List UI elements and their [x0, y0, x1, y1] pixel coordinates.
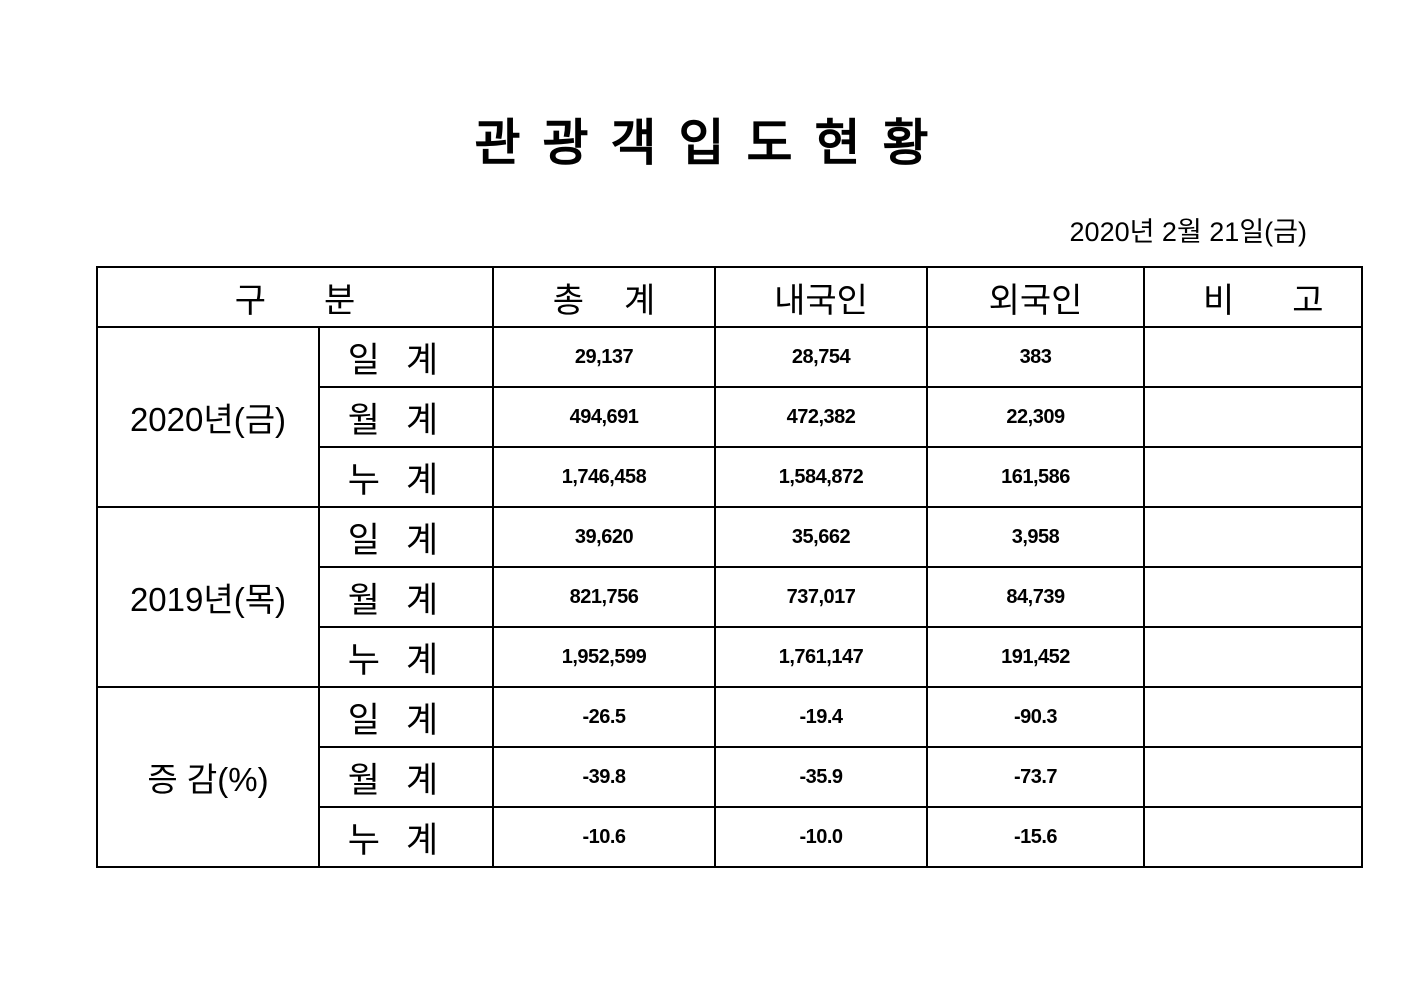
header-total: 총계	[492, 266, 716, 328]
cell-total: 1,952,599	[492, 626, 716, 688]
cell-foreign: 84,739	[926, 566, 1145, 628]
cell-foreign: 22,309	[926, 386, 1145, 448]
table-row: 누계 1,952,599 1,761,147 191,452	[97, 626, 1363, 688]
group-label-change: 증 감(%)	[96, 686, 320, 868]
cell-remarks	[1143, 566, 1363, 628]
cell-domestic: 1,761,147	[714, 626, 928, 688]
row-label: 누계	[318, 626, 494, 688]
cell-total: 494,691	[492, 386, 716, 448]
group-label-2020: 2020년(금)	[96, 326, 320, 508]
header-foreign: 외국인	[926, 266, 1145, 328]
table-row: 월계 -39.8 -35.9 -73.7	[97, 746, 1363, 808]
document-title: 관광객입도현황	[474, 114, 951, 172]
row-label: 누계	[318, 446, 494, 508]
cell-remarks	[1143, 326, 1363, 388]
cell-foreign: 161,586	[926, 446, 1145, 508]
cell-remarks	[1143, 806, 1363, 868]
cell-foreign: -15.6	[926, 806, 1145, 868]
cell-domestic: 472,382	[714, 386, 928, 448]
cell-total: -10.6	[492, 806, 716, 868]
cell-remarks	[1143, 386, 1363, 448]
cell-foreign: 383	[926, 326, 1145, 388]
group-label-2019: 2019년(목)	[96, 506, 320, 688]
cell-foreign: -73.7	[926, 746, 1145, 808]
cell-total: 821,756	[492, 566, 716, 628]
cell-foreign: -90.3	[926, 686, 1145, 748]
table-row: 2020년(금) 일계 29,137 28,754 383	[96, 326, 1363, 508]
header-domestic: 내국인	[714, 266, 928, 328]
cell-domestic: -35.9	[714, 746, 928, 808]
row-label: 일계	[318, 326, 494, 388]
cell-domestic: 737,017	[714, 566, 928, 628]
table-row: 누계 -10.6 -10.0 -15.6	[97, 806, 1363, 868]
cell-total: 39,620	[492, 506, 716, 568]
row-label: 월계	[318, 566, 494, 628]
row-label: 일계	[318, 686, 494, 748]
header-remarks: 비고	[1143, 266, 1363, 328]
cell-remarks	[1143, 746, 1363, 808]
cell-domestic: -10.0	[714, 806, 928, 868]
cell-total: -39.8	[492, 746, 716, 808]
cell-domestic: 28,754	[714, 326, 928, 388]
table-row: 2019년(목) 일계 39,620 35,662 3,958	[96, 506, 1363, 688]
cell-foreign: 3,958	[926, 506, 1145, 568]
cell-total: -26.5	[492, 686, 716, 748]
row-label: 누계	[318, 806, 494, 868]
cell-domestic: 35,662	[714, 506, 928, 568]
cell-remarks	[1143, 446, 1363, 508]
cell-foreign: 191,452	[926, 626, 1145, 688]
cell-remarks	[1143, 686, 1363, 748]
row-label: 일계	[318, 506, 494, 568]
table-row: 월계 494,691 472,382 22,309	[97, 386, 1363, 448]
header-category: 구분	[96, 266, 494, 328]
table-row: 누계 1,746,458 1,584,872 161,586	[97, 446, 1363, 508]
row-label: 월계	[318, 746, 494, 808]
cell-remarks	[1143, 506, 1363, 568]
header-row: 구분 총계 내국인 외국인 비고	[96, 266, 1363, 328]
cell-remarks	[1143, 626, 1363, 688]
cell-domestic: -19.4	[714, 686, 928, 748]
table-row: 증 감(%) 일계 -26.5 -19.4 -90.3	[96, 686, 1363, 868]
tourist-arrivals-table: 구분 총계 내국인 외국인 비고 2020년(금) 일계 29,137 28,7…	[96, 266, 1363, 868]
row-label: 월계	[318, 386, 494, 448]
cell-total: 1,746,458	[492, 446, 716, 508]
cell-domestic: 1,584,872	[714, 446, 928, 508]
cell-total: 29,137	[492, 326, 716, 388]
table-row: 월계 821,756 737,017 84,739	[97, 566, 1363, 628]
report-date: 2020년 2월 21일(금)	[1069, 217, 1307, 247]
